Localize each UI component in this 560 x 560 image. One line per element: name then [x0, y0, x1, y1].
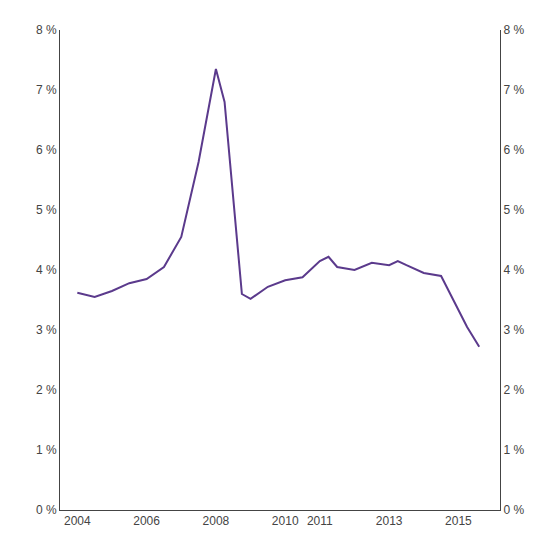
svg-text:5 %: 5 %: [36, 203, 57, 217]
svg-text:1 %: 1 %: [36, 443, 57, 457]
svg-text:2006: 2006: [133, 514, 160, 528]
svg-text:2008: 2008: [203, 514, 230, 528]
svg-text:8 %: 8 %: [36, 23, 57, 37]
svg-text:2015: 2015: [445, 514, 472, 528]
svg-text:4 %: 4 %: [503, 263, 524, 277]
svg-text:7 %: 7 %: [503, 83, 524, 97]
svg-text:0 %: 0 %: [503, 503, 524, 517]
svg-text:2 %: 2 %: [36, 383, 57, 397]
svg-text:7 %: 7 %: [36, 83, 57, 97]
svg-text:5 %: 5 %: [503, 203, 524, 217]
svg-text:2010: 2010: [272, 514, 299, 528]
svg-text:2013: 2013: [376, 514, 403, 528]
svg-text:8 %: 8 %: [503, 23, 524, 37]
svg-text:4 %: 4 %: [36, 263, 57, 277]
svg-text:3 %: 3 %: [503, 323, 524, 337]
svg-text:2 %: 2 %: [503, 383, 524, 397]
svg-text:6 %: 6 %: [503, 143, 524, 157]
svg-text:0 %: 0 %: [36, 503, 57, 517]
svg-text:3 %: 3 %: [36, 323, 57, 337]
svg-text:6 %: 6 %: [36, 143, 57, 157]
svg-text:1 %: 1 %: [503, 443, 524, 457]
svg-text:2004: 2004: [64, 514, 91, 528]
svg-text:2011: 2011: [307, 514, 333, 528]
